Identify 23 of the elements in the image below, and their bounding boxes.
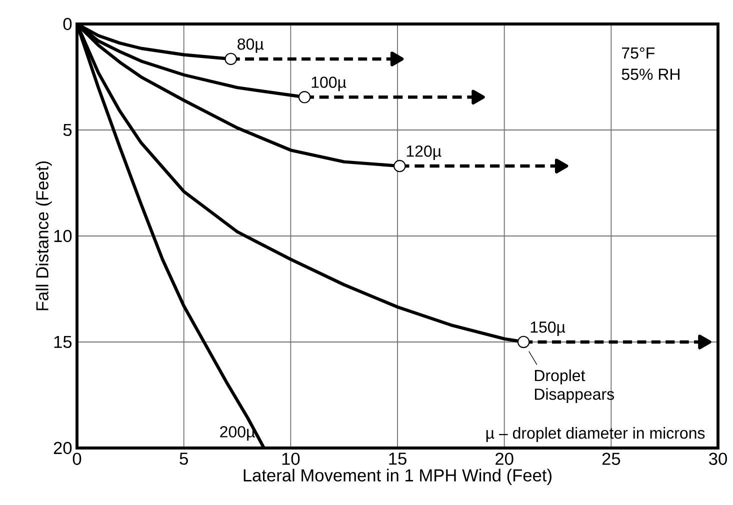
x-tick-label: 10 bbox=[282, 452, 300, 465]
y-axis-title: Fall Distance (Feet) bbox=[36, 161, 52, 310]
y-tick-label: 0 bbox=[63, 18, 72, 30]
annotation: 75°F bbox=[622, 47, 655, 59]
y-tick-label: 15 bbox=[54, 336, 72, 348]
y-tick-label: 5 bbox=[63, 124, 72, 136]
x-tick-label: 20 bbox=[496, 452, 514, 465]
x-tick-label: 5 bbox=[180, 452, 188, 465]
series-label: 120µ bbox=[406, 146, 442, 160]
series-label: 200µ bbox=[220, 426, 255, 441]
x-tick-label: 15 bbox=[389, 452, 406, 465]
x-tick-label: 25 bbox=[602, 452, 620, 465]
annotation: µ – droplet diameter in microns bbox=[486, 427, 705, 442]
y-tick-label: 20 bbox=[54, 442, 72, 454]
annotation: Droplet Disappears bbox=[534, 369, 614, 404]
x-tick-label: 30 bbox=[709, 452, 727, 465]
annotation: 55% RH bbox=[622, 68, 680, 80]
series-label: 80µ bbox=[238, 38, 264, 53]
x-tick-label: 0 bbox=[72, 452, 82, 465]
series-label: 150µ bbox=[530, 321, 566, 336]
series-label: 100µ bbox=[312, 76, 346, 92]
y-tick-label: 10 bbox=[54, 230, 72, 242]
x-axis-title: Lateral Movement in 1 MPH Wind (Feet) bbox=[244, 468, 552, 485]
